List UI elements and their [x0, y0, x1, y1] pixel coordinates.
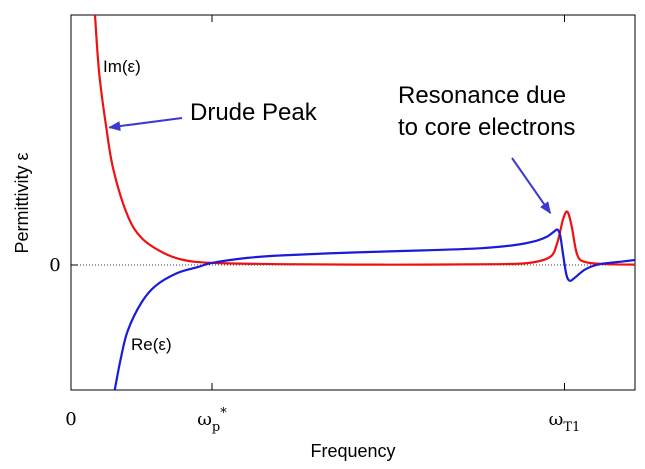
x-tick-labels: 0 ωp* ωT1: [65, 406, 580, 435]
annotation-text: to core electrons: [398, 114, 575, 141]
annotation-arrow: [108, 117, 183, 132]
annotation-text: Drude Peak: [190, 99, 318, 126]
series-line-im: [93, 15, 635, 266]
y-axis-label: Permittivity ε: [12, 152, 32, 253]
series-line-re: [113, 228, 635, 390]
curve-label-im: Im(ε): [103, 57, 141, 76]
plot-frame: [70, 14, 636, 391]
x-tick-label: 0: [65, 409, 76, 430]
x-axis-label: Frequency: [310, 441, 395, 461]
x-tick-label: ωp*: [197, 406, 227, 435]
curves-group: [93, 15, 635, 390]
annotations-group: Drude Peak Resonance due to core electrons: [108, 82, 575, 214]
x-tick-label: ωT1: [549, 409, 581, 435]
y-tick-label: 0: [49, 255, 60, 276]
annotation-text: Resonance due: [398, 82, 566, 109]
annotation-arrow: [511, 157, 552, 214]
y-tick-labels: 0: [49, 255, 60, 276]
curve-label-re: Re(ε): [131, 335, 172, 354]
